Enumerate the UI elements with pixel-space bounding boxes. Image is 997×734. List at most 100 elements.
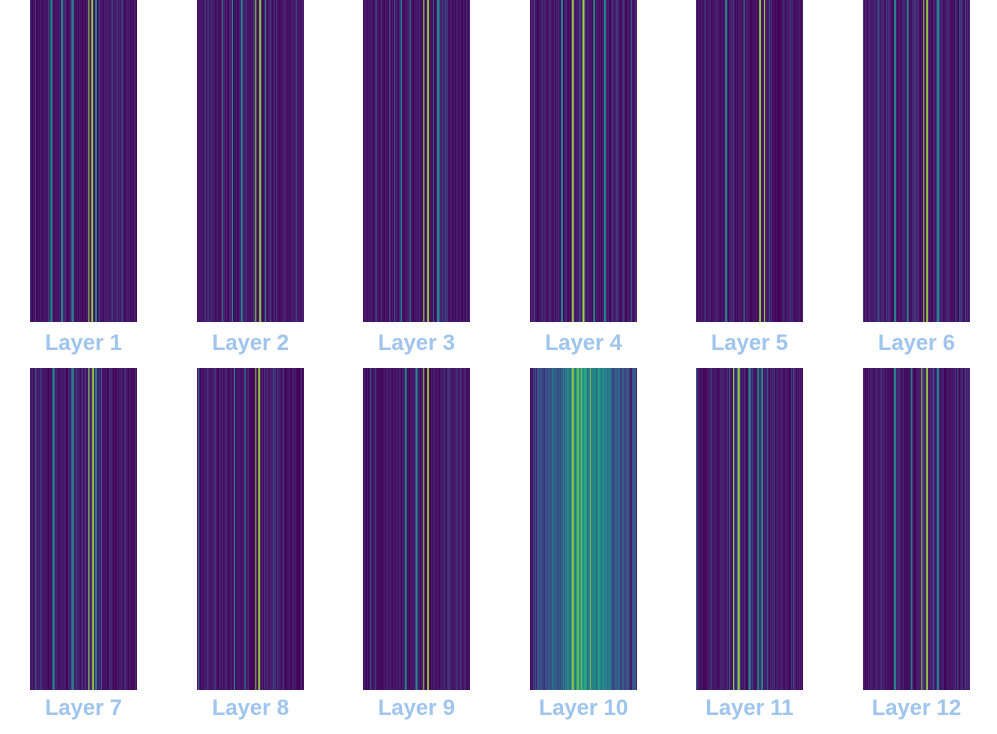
heatmap-column <box>243 368 245 690</box>
heatmap-column <box>896 0 898 322</box>
heatmap-column <box>99 0 101 322</box>
heatmap-column <box>241 368 243 690</box>
heatmap-column <box>293 368 295 690</box>
heatmap-column <box>368 368 370 690</box>
heatmap-column <box>459 368 461 690</box>
heatmap-column <box>784 368 786 690</box>
heatmap-column <box>47 0 49 322</box>
heatmap-column <box>440 0 442 322</box>
heatmap-column <box>379 368 381 690</box>
heatmap-column <box>958 0 960 322</box>
heatmap-column <box>249 368 251 690</box>
heatmap-column <box>547 0 549 322</box>
heatmap-column <box>302 0 304 322</box>
heatmap-column <box>908 0 910 322</box>
heatmap-column <box>783 368 785 690</box>
heatmap-column <box>968 368 970 690</box>
heatmap-column <box>65 368 68 690</box>
heatmap-column <box>431 368 433 690</box>
heatmap-column <box>85 368 87 690</box>
heatmap-column <box>949 0 951 322</box>
heatmap-panel <box>197 368 304 690</box>
heatmap-column <box>619 0 621 322</box>
heatmap-column <box>129 368 131 690</box>
heatmap-column <box>598 0 600 322</box>
heatmap-column <box>887 368 889 690</box>
heatmap-column <box>398 0 400 322</box>
heatmap-column <box>590 368 592 690</box>
heatmap-column <box>297 0 299 322</box>
heatmap-column <box>781 368 783 690</box>
heatmap-column <box>291 368 293 690</box>
heatmap-column <box>53 0 55 322</box>
layer-label: Layer 3 <box>377 330 456 355</box>
heatmap-panel <box>863 368 970 690</box>
heatmap-column <box>581 368 583 690</box>
heatmap-column <box>245 0 247 322</box>
heatmap-column <box>744 368 746 690</box>
heatmap-column <box>273 0 275 322</box>
heatmap-column <box>114 0 116 322</box>
heatmap-column <box>728 0 730 322</box>
heatmap-column <box>81 368 83 690</box>
heatmap-column <box>795 368 797 690</box>
heatmap-column <box>603 368 605 690</box>
heatmap-column <box>876 0 878 322</box>
heatmap-column <box>584 0 586 322</box>
heatmap-column <box>947 0 949 322</box>
heatmap-column <box>699 0 701 322</box>
heatmap-column <box>240 0 242 322</box>
heatmap-column <box>266 368 268 690</box>
layer-label: Layer 2 <box>211 330 290 355</box>
heatmap-column <box>101 368 103 690</box>
heatmap-column <box>885 0 887 322</box>
heatmap-column <box>754 368 756 690</box>
heatmap-column <box>383 0 385 322</box>
heatmap-column <box>73 368 75 690</box>
heatmap-column <box>927 368 929 690</box>
heatmap-column <box>466 0 468 322</box>
heatmap-column <box>619 368 621 690</box>
heatmap-column <box>241 0 243 322</box>
heatmap-column <box>250 0 252 322</box>
heatmap-column <box>918 368 920 690</box>
heatmap-column <box>48 368 50 690</box>
heatmap-column <box>753 0 755 322</box>
heatmap-column <box>744 0 746 322</box>
heatmap-column <box>913 0 915 322</box>
heatmap-column <box>78 0 80 322</box>
heatmap-column <box>382 368 384 690</box>
heatmap-column <box>301 0 303 322</box>
heatmap-column <box>550 0 552 322</box>
heatmap-column <box>629 0 631 322</box>
heatmap-column <box>269 368 271 690</box>
heatmap-column <box>581 0 583 322</box>
heatmap-column <box>267 0 269 322</box>
heatmap-column <box>62 368 64 690</box>
heatmap-column <box>752 368 754 690</box>
heatmap-column <box>433 0 435 322</box>
heatmap-column <box>390 0 392 322</box>
heatmap-column <box>407 0 409 322</box>
heatmap-column <box>770 368 772 690</box>
heatmap-column <box>59 0 61 322</box>
heatmap-column <box>886 0 888 322</box>
heatmap-column <box>620 0 622 322</box>
heatmap-column <box>928 368 930 690</box>
heatmap-column <box>237 0 239 322</box>
heatmap-column <box>62 0 64 322</box>
heatmap-column <box>84 0 86 322</box>
heatmap-column <box>197 368 199 690</box>
heatmap-column <box>576 368 578 690</box>
heatmap-column <box>80 0 82 322</box>
heatmap-column <box>430 368 432 690</box>
heatmap-column <box>399 368 401 690</box>
heatmap-column <box>32 0 34 322</box>
heatmap-column <box>457 368 459 690</box>
heatmap-column <box>636 368 637 690</box>
heatmap-column <box>210 0 212 322</box>
heatmap-column <box>863 368 865 690</box>
heatmap-column <box>448 0 450 322</box>
heatmap-image <box>30 368 137 690</box>
heatmap-column <box>389 0 391 322</box>
